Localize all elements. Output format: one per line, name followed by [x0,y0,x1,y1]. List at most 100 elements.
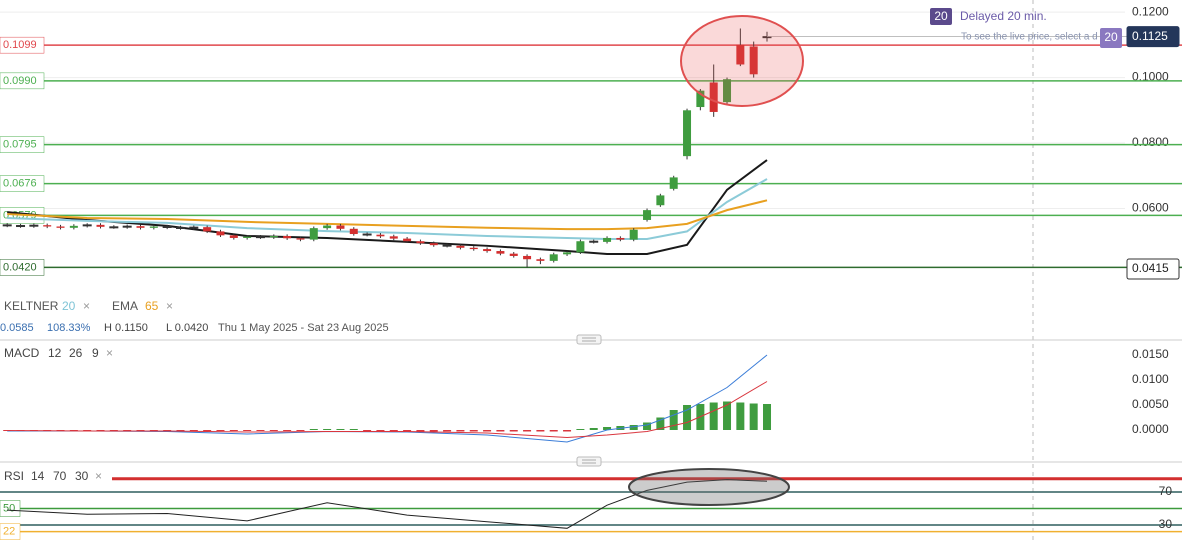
indicator-param: 70 [53,469,67,483]
histogram-bar [376,430,385,432]
histogram-bar [723,401,732,430]
histogram-bar [469,430,478,432]
pane-handle[interactable] [576,456,602,467]
candle-body [483,249,492,252]
histogram-bar [269,430,278,431]
candle-body [696,90,705,108]
candle-body [122,225,132,228]
close-icon[interactable]: × [83,299,90,313]
candle-body [709,82,718,112]
candle-body [189,226,199,229]
histogram-bar [416,430,425,432]
histogram-bar [176,430,185,431]
level-label-bg [0,500,21,517]
histogram-bar [229,430,238,431]
histogram-bar [589,428,598,430]
close-icon[interactable]: × [95,469,102,483]
level-label-bg [0,136,45,153]
candle-body [296,238,305,240]
level-label-bg [0,259,45,276]
pane-handle[interactable] [576,334,602,345]
histogram-bar [496,430,505,432]
price-tag [1126,26,1180,48]
indicator-param: 12 [48,346,62,360]
indicator-param: 14 [31,469,45,483]
indicator-param: 30 [75,469,89,483]
histogram-bar [736,402,745,430]
candle-body [109,226,119,229]
price-tag-label: 0.1125 [1132,29,1168,43]
legend-name: EMA [112,299,138,313]
candle-body [349,228,358,235]
signal-line [7,381,768,439]
price-tag-label: 0.0415 [1132,261,1169,275]
histogram-bar [189,430,198,431]
macd-line [7,354,768,443]
histogram-bar [296,430,305,431]
candle-body [229,235,238,238]
level-label-bg [0,175,45,192]
histogram-bar [336,429,345,430]
candle-body [283,235,292,239]
histogram-bar [349,429,358,430]
histogram-bar [256,430,265,431]
histogram-bar [283,430,292,431]
histogram-bar [656,417,665,430]
candle-body [442,244,452,247]
candle-body [563,252,572,255]
legend-name: KELTNER [4,299,59,313]
candle-body [616,237,625,240]
legend-param: 65 [145,299,159,313]
histogram-bar [203,430,212,431]
candle-body [629,229,638,240]
candle-body [603,237,612,242]
candle-body [56,226,65,228]
y-tick-label: 0.0150 [1132,347,1169,361]
stat: H 0.1150 [104,322,148,334]
candle-body [429,243,438,246]
histogram-bar [216,430,225,431]
level-label-bg [0,36,45,54]
legend-param: 20 [62,299,76,313]
stat: 108.33% [47,322,91,334]
candle-body [162,226,172,229]
level-label: 0.0676 [3,178,37,190]
histogram-bar [563,430,572,432]
histogram-bar [309,429,318,430]
candle-body [576,241,585,253]
candle-body [536,259,545,261]
y-tick-label: 70 [1159,484,1173,498]
histogram-bar [603,427,612,430]
close-icon[interactable]: × [166,299,173,313]
histogram-bar [403,430,412,432]
histogram-bar [629,425,638,430]
stat: L 0.0420 [166,322,208,334]
candle-body [549,254,558,261]
candle-body [376,234,385,237]
histogram-bar [669,410,678,430]
y-tick-label: 0.0600 [1132,201,1169,215]
histogram-bar [363,430,372,432]
y-tick-label: 0.0800 [1132,135,1169,149]
candle-body [175,226,185,229]
histogram-bar [749,403,758,430]
notice: To see the live price, select a d [961,32,1098,43]
candle-body [749,46,758,75]
badge-text: 20 [934,9,948,23]
histogram-bar [536,430,545,432]
candle-body [149,226,158,228]
histogram-bar [549,430,558,432]
indicator-name: MACD [4,346,40,360]
candle-body [362,233,372,236]
candle-body [243,236,252,238]
level-label: 22 [3,526,15,538]
histogram-bar [709,402,718,430]
legend-bg [0,469,112,486]
candle-body [523,255,532,260]
close-icon[interactable]: × [106,346,113,360]
indicator-name: RSI [4,469,24,483]
candle-body [136,226,145,228]
candle-body [656,195,665,206]
